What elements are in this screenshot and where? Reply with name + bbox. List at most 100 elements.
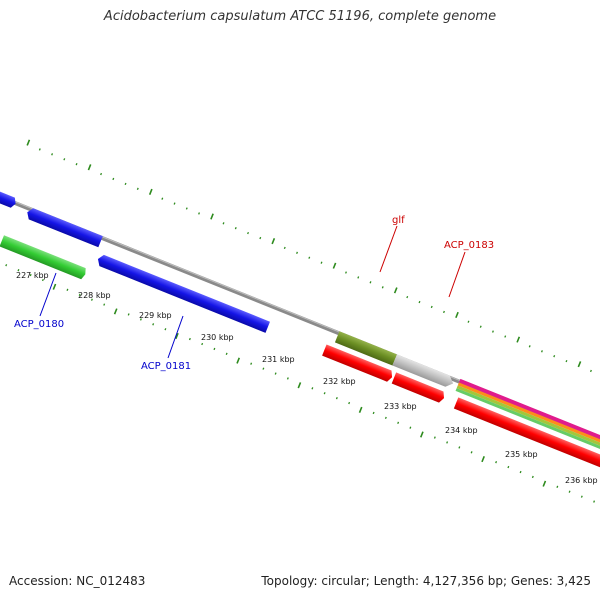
minor-tick (308, 256, 311, 259)
major-tick (420, 431, 424, 438)
genome-summary: Topology: circular; Length: 4,127,356 bp… (261, 574, 591, 588)
minor-tick (372, 411, 375, 415)
tick-label: 233 kbp (384, 402, 417, 411)
minor-tick (381, 286, 384, 289)
major-tick (210, 213, 214, 220)
minor-tick (418, 300, 421, 304)
minor-tick (139, 318, 142, 321)
gene-acp0180[interactable] (0, 235, 88, 280)
minor-tick (446, 441, 449, 444)
minor-tick (222, 222, 225, 225)
minor-tick (443, 310, 445, 314)
minor-tick (127, 313, 130, 316)
major-tick (52, 283, 57, 290)
major-tick (481, 456, 485, 463)
minor-tick (152, 323, 155, 326)
minor-tick (593, 500, 596, 503)
major-tick (271, 238, 276, 245)
major-tick (236, 357, 241, 364)
minor-tick (188, 337, 191, 341)
minor-tick (51, 153, 54, 156)
minor-tick (430, 305, 433, 309)
minor-tick (247, 231, 250, 235)
map-title: Acidobacterium capsulatum ATCC 51196, co… (103, 9, 497, 24)
gene-glf[interactable] (334, 331, 397, 366)
minor-tick (479, 325, 482, 328)
minor-tick (225, 352, 228, 356)
gene-red-3[interactable] (453, 397, 600, 484)
minor-tick (320, 261, 323, 264)
minor-tick (286, 377, 289, 380)
inner-tick-ring (5, 264, 596, 503)
tick-label: 227 kbp (16, 271, 49, 280)
tick-label: 234 kbp (445, 426, 478, 435)
minor-tick (100, 172, 103, 176)
leader-glf (379, 225, 398, 273)
minor-tick (565, 359, 568, 363)
gene-red-2[interactable] (391, 372, 447, 403)
gene-label-acp0180[interactable]: ACP_0180 (14, 319, 64, 330)
gene-acp0181[interactable] (96, 253, 270, 333)
minor-tick (41, 278, 44, 282)
gene-magenta[interactable] (458, 378, 600, 460)
minor-tick (103, 303, 106, 306)
major-tick (148, 188, 153, 195)
minor-tick (173, 202, 176, 205)
gene-acp0183[interactable] (392, 354, 455, 389)
tick-label: 228 kbp (78, 291, 111, 300)
gene-red-1[interactable] (322, 344, 394, 382)
minor-tick (580, 495, 583, 498)
minor-tick (161, 197, 164, 200)
minor-tick (568, 490, 571, 493)
minor-tick (63, 158, 66, 161)
major-tick (297, 382, 302, 389)
minor-tick (29, 273, 32, 277)
minor-tick (323, 392, 326, 395)
minor-tick (90, 298, 93, 301)
minor-tick (112, 177, 115, 181)
minor-tick (467, 320, 470, 323)
minor-tick (75, 163, 78, 166)
minor-tick (66, 288, 69, 292)
minor-tick (213, 347, 216, 351)
major-tick (393, 287, 398, 294)
minor-tick (507, 465, 510, 469)
tick-label: 232 kbp (323, 377, 356, 386)
minor-tick (5, 264, 8, 267)
major-tick (87, 164, 92, 171)
major-tick (516, 336, 521, 343)
tick-label: 235 kbp (505, 450, 538, 459)
tick-label: 236 kbp (565, 476, 598, 485)
minor-tick (136, 187, 139, 190)
gene-blue-left-forward[interactable] (0, 184, 18, 209)
minor-tick (164, 328, 167, 331)
minor-tick (124, 182, 127, 186)
major-tick (577, 361, 582, 368)
minor-tick (274, 372, 277, 375)
major-tick (113, 308, 118, 315)
gene-yellowgreen[interactable] (456, 385, 600, 465)
minor-tick (458, 446, 461, 449)
gene-acp0180-region-forward[interactable] (25, 207, 103, 248)
minor-tick (384, 416, 387, 420)
minor-tick (283, 246, 286, 250)
gene-lightgreen[interactable] (455, 388, 600, 468)
minor-tick (553, 355, 556, 358)
minor-tick (201, 342, 204, 346)
minor-tick (296, 251, 298, 254)
gene-orange[interactable] (457, 382, 600, 462)
major-tick (26, 139, 31, 146)
gene-label-acp0183[interactable]: ACP_0183 (444, 240, 494, 251)
tick-label: 230 kbp (201, 333, 234, 342)
gene-label-acp0181[interactable]: ACP_0181 (141, 361, 191, 372)
genome-backbone-highlight (0, 187, 600, 458)
minor-tick (262, 367, 265, 370)
leader-acp0183 (448, 251, 466, 298)
accession-label: Accession: NC_012483 (9, 574, 146, 588)
gene-label-glf[interactable]: glf (392, 215, 405, 226)
minor-tick (345, 271, 347, 274)
major-tick (358, 406, 363, 413)
minor-tick (38, 148, 41, 151)
leader-acp0180 (39, 272, 57, 317)
minor-tick (470, 451, 473, 454)
